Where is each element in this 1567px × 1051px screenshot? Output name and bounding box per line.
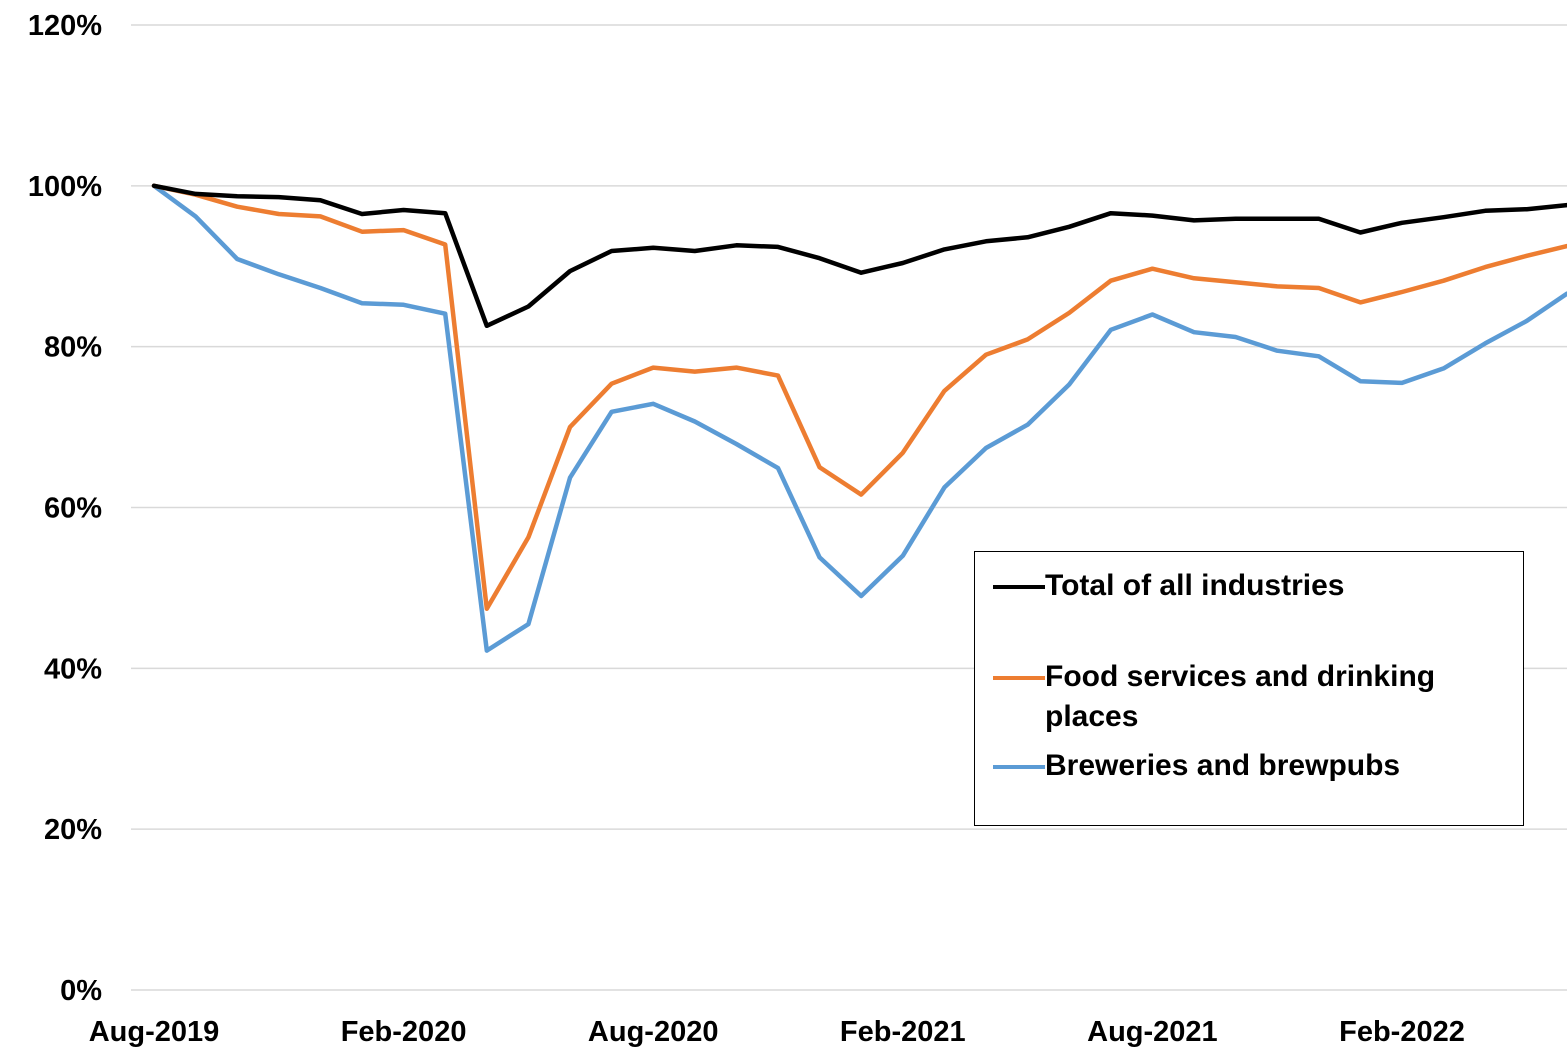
x-axis-tick-labels: Aug-2019 Feb-2020 Aug-2020 Feb-2021 Aug-2021… bbox=[89, 1016, 1465, 1048]
legend-label-total: Total of all industries bbox=[1045, 569, 1345, 602]
x-tick-label: Aug-2020 bbox=[588, 1016, 719, 1048]
y-tick-label: 0% bbox=[60, 975, 102, 1007]
x-tick-label: Aug-2019 bbox=[89, 1016, 220, 1048]
legend-label-food-services: Food services and drinking places bbox=[1045, 660, 1436, 733]
legend-swatch-total bbox=[993, 585, 1045, 589]
x-tick-label: Feb-2020 bbox=[341, 1016, 467, 1048]
y-axis-tick-labels: 0% 20% 40% 60% 80% 100% 120% bbox=[28, 10, 102, 1007]
y-tick-label: 80% bbox=[44, 332, 102, 364]
y-tick-label: 40% bbox=[44, 653, 102, 685]
legend-entry-breweries: Breweries and brewpubs bbox=[993, 749, 1515, 786]
legend-swatch-breweries bbox=[993, 765, 1045, 769]
legend-entry-food-services: Food services and drinking places bbox=[993, 660, 1515, 737]
gridlines bbox=[131, 24, 1567, 991]
legend-entry-total: Total of all industries bbox=[993, 569, 1515, 606]
y-tick-label: 120% bbox=[28, 10, 102, 42]
legend: Total of all industries Food services an… bbox=[974, 551, 1524, 826]
series-line-food-services bbox=[151, 183, 1567, 612]
x-tick-label: Aug-2021 bbox=[1087, 1016, 1218, 1048]
y-tick-label: 100% bbox=[28, 171, 102, 203]
series-lines bbox=[151, 183, 1567, 653]
y-tick-label: 20% bbox=[44, 814, 102, 846]
legend-swatch-food-services bbox=[993, 676, 1045, 680]
y-tick-label: 60% bbox=[44, 493, 102, 525]
series-line-breweries bbox=[151, 183, 1567, 653]
x-tick-label: Feb-2021 bbox=[840, 1016, 966, 1048]
legend-label-breweries: Breweries and brewpubs bbox=[1045, 749, 1401, 782]
x-tick-label: Feb-2022 bbox=[1339, 1016, 1465, 1048]
series-line-total bbox=[151, 183, 1567, 329]
